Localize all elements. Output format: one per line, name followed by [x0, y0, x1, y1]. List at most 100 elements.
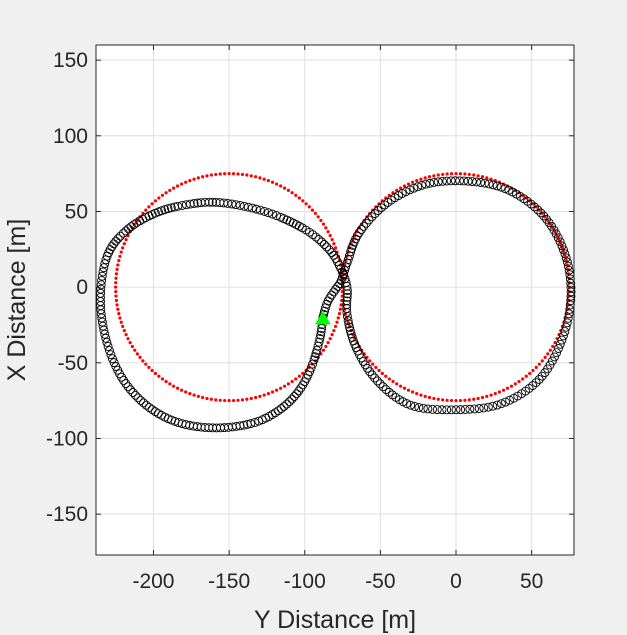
trajectory-point: [189, 199, 199, 208]
trajectory-point: [251, 204, 261, 214]
reference-point: [114, 281, 118, 285]
reference-point: [180, 388, 184, 392]
reference-point: [458, 172, 463, 176]
trajectory-point: [480, 178, 490, 188]
trajectory-point: [317, 323, 327, 333]
reference-point: [153, 199, 158, 203]
reference-point: [513, 382, 517, 386]
reference-point: [266, 392, 270, 396]
trajectory-point: [552, 348, 562, 358]
grid-lines: [96, 45, 574, 555]
reference-point: [153, 371, 158, 376]
trajectory-point: [254, 416, 264, 426]
reference-point: [330, 333, 334, 337]
trajectory-point: [361, 218, 371, 228]
reference-point: [551, 344, 555, 349]
reference-point: [406, 388, 411, 392]
reference-point: [313, 211, 317, 216]
reference-point: [410, 180, 415, 184]
trajectory-point: [429, 178, 439, 187]
reference-point: [150, 202, 154, 206]
reference-point: [476, 174, 480, 178]
reference-point: [282, 384, 287, 388]
trajectory-point: [380, 200, 390, 210]
trajectory-point: [289, 392, 299, 401]
reference-point: [240, 398, 245, 402]
reference-point: [332, 328, 336, 333]
reference-point: [307, 205, 311, 209]
trajectory-point: [308, 359, 318, 369]
trajectory-point: [268, 209, 277, 219]
trajectory-point: [505, 395, 515, 405]
trajectory-point: [561, 253, 571, 263]
reference-point: [147, 205, 151, 209]
reference-point: [168, 382, 172, 386]
trajectory-point: [109, 358, 119, 368]
reference-point: [114, 272, 119, 276]
reference-point: [553, 230, 557, 234]
reference-point: [501, 388, 506, 392]
reference-point: [205, 174, 209, 178]
trajectory-point: [376, 203, 386, 213]
trajectory-point: [325, 245, 334, 255]
reference-point: [398, 186, 403, 190]
reference-point: [192, 393, 196, 397]
reference-point: [458, 398, 463, 403]
reference-point: [559, 242, 563, 246]
reference-point: [118, 254, 122, 258]
reference-point: [135, 352, 139, 356]
trajectory-point: [150, 407, 160, 417]
reference-point: [126, 337, 130, 341]
reference-point: [531, 368, 535, 373]
reference-point: [528, 371, 532, 376]
trajectory-point: [204, 197, 214, 207]
reference-point: [258, 394, 262, 398]
reference-point: [333, 324, 338, 329]
reference-point: [336, 316, 340, 320]
trajectory-point: [345, 322, 354, 332]
reference-point: [402, 184, 407, 188]
trajectory-point: [235, 200, 245, 210]
reference-point: [188, 392, 192, 396]
reference-point: [328, 234, 332, 238]
trajectory-point: [242, 419, 252, 429]
reference-point: [114, 294, 118, 298]
reference-point: [419, 177, 423, 181]
reference-point: [316, 215, 320, 219]
reference-point: [124, 333, 128, 337]
trajectory-point: [163, 204, 173, 214]
trajectory-point: [456, 405, 466, 415]
reference-point: [164, 191, 168, 195]
reference-point: [184, 180, 188, 184]
trajectory-point: [465, 404, 475, 414]
reference-point: [415, 179, 419, 183]
trajectory-point: [312, 345, 322, 355]
trajectory-point: [359, 221, 369, 231]
reference-point: [380, 199, 384, 203]
trajectory-point: [314, 235, 324, 244]
trajectory-point: [446, 405, 456, 415]
trajectory-point: [173, 201, 183, 211]
trajectory-point: [566, 283, 576, 293]
trajectory-point: [342, 285, 352, 295]
reference-point: [472, 173, 476, 177]
reference-point: [423, 394, 427, 398]
trajectory-point: [536, 208, 546, 218]
reference-point: [245, 173, 249, 177]
trajectory-point: [147, 405, 157, 415]
reference-point: [258, 176, 262, 180]
trajectory-point: [373, 206, 383, 216]
reference-point: [560, 246, 565, 250]
trajectory-point: [530, 202, 539, 212]
trajectory-point: [108, 354, 117, 364]
trajectory-point: [342, 289, 352, 299]
trajectory-point: [322, 242, 332, 252]
reference-point: [196, 394, 200, 398]
trajectory-point: [111, 236, 121, 246]
trajectory-point: [437, 176, 447, 186]
trajectory-point: [409, 183, 419, 193]
reference-point: [557, 238, 561, 242]
reference-point: [551, 226, 555, 230]
trajectory-point: [130, 390, 140, 400]
x-tick-label: -200: [132, 570, 174, 593]
